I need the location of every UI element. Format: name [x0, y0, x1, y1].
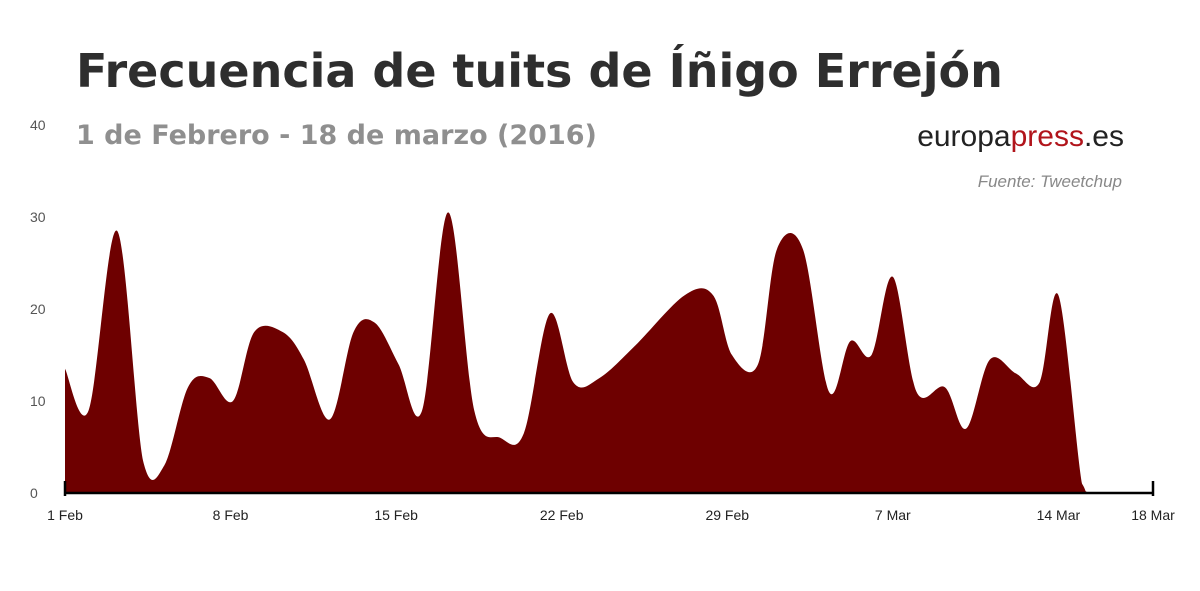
x-tick-label: 7 Mar: [875, 507, 911, 523]
series-area: [65, 212, 1153, 493]
y-tick-label: 30: [30, 209, 46, 225]
brand-suffix: .es: [1083, 120, 1124, 153]
brand-highlight: press: [1010, 120, 1084, 153]
brand-prefix: europa: [917, 120, 1011, 153]
brand-logo: europapress.es: [917, 120, 1124, 154]
y-tick-label: 0: [30, 485, 38, 501]
source-note: Fuente: Tweetchup: [977, 172, 1122, 191]
y-tick-label: 20: [30, 301, 46, 317]
x-tick-label: 29 Feb: [705, 507, 749, 523]
x-tick-label: 8 Feb: [213, 507, 249, 523]
chart-title: Frecuencia de tuits de Íñigo Errejón: [76, 44, 1003, 98]
x-tick-label: 22 Feb: [540, 507, 584, 523]
y-tick-label: 40: [30, 117, 46, 133]
y-axis-ticks: 0 10 20 30 40: [30, 117, 46, 501]
series-layer: [65, 212, 1153, 493]
x-axis: 1 Feb 8 Feb 15 Feb 22 Feb 29 Feb 7 Mar 14 Mar 1…: [47, 481, 1175, 523]
x-tick-label: 1 Feb: [47, 507, 83, 523]
x-tick-label: 15 Feb: [374, 507, 418, 523]
x-tick-label: 14 Mar: [1037, 507, 1081, 523]
chart-subtitle: 1 de Febrero - 18 de marzo (2016): [76, 120, 597, 151]
x-tick-label: 18 Mar: [1131, 507, 1175, 523]
y-tick-label: 10: [30, 393, 46, 409]
